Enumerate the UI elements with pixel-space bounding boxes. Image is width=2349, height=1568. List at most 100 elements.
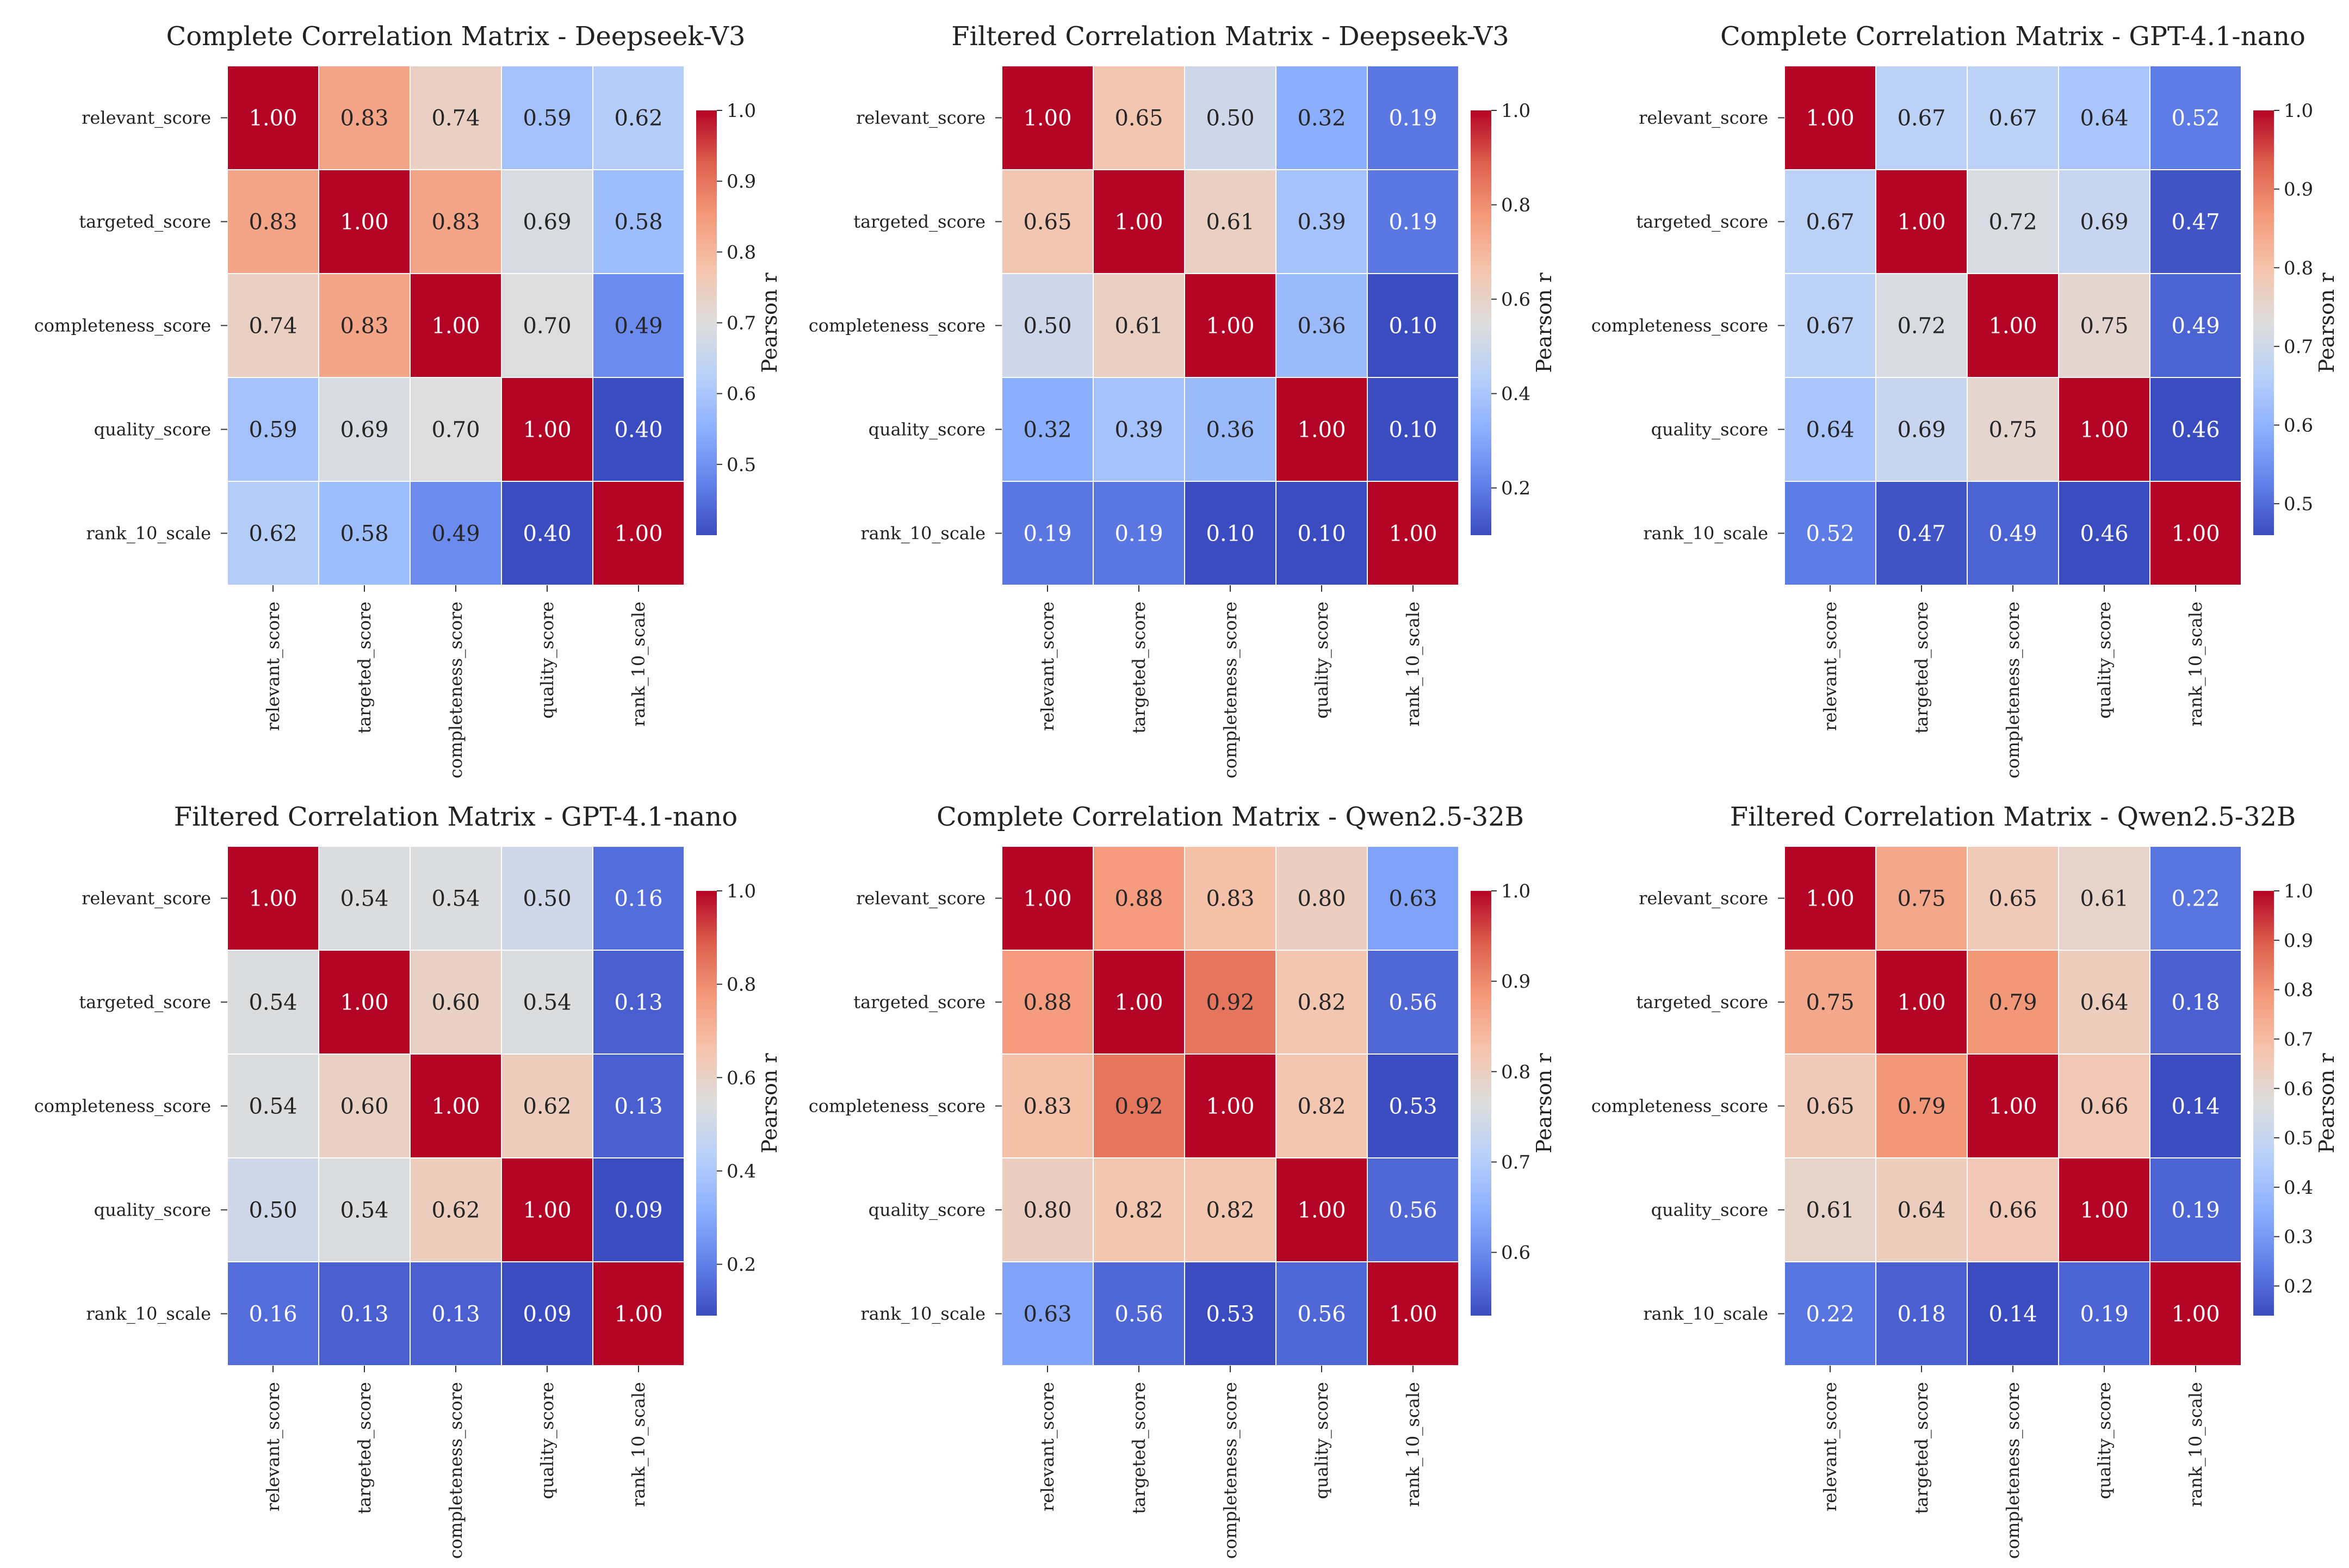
heatmap-cell <box>1275 950 1368 1055</box>
heatmap-cell <box>1784 846 1876 951</box>
heatmap-cell <box>318 1261 411 1366</box>
cell-value-label: 0.19 <box>2080 1302 2128 1327</box>
cell-value-label: 0.92 <box>1206 990 1254 1015</box>
heatmap-cell <box>592 1157 685 1262</box>
cell-value-label: 0.74 <box>431 106 480 131</box>
cell-value-label: 1.00 <box>614 1302 662 1327</box>
cell-value-label: 1.00 <box>1023 887 1071 912</box>
cell-value-label: 0.82 <box>1297 1094 1346 1119</box>
x-tick-label: targeted_score <box>1911 1382 1932 1514</box>
x-tick-label: relevant_score <box>263 602 283 731</box>
cell-value-label: 0.13 <box>614 1094 662 1119</box>
y-tick-label: rank_10_scale <box>86 523 211 544</box>
heatmap-cell <box>1967 846 2059 951</box>
cell-value-label: 0.75 <box>1806 990 1854 1015</box>
cell-value-label: 0.22 <box>2171 887 2220 912</box>
heatmap-cell <box>1184 1157 1276 1262</box>
x-tick-label: rank_10_scale <box>2185 1382 2206 1507</box>
colorbar-tick-label: 0.7 <box>1501 1152 1530 1174</box>
heatmap-panel: Filtered Correlation Matrix - Deepseek-V… <box>809 21 1556 778</box>
cell-value-label: 0.88 <box>1023 990 1071 1015</box>
colorbar-tick-label: 1.0 <box>1501 881 1530 902</box>
cell-value-label: 0.56 <box>1389 990 1437 1015</box>
cell-value-label: 0.61 <box>1114 314 1163 339</box>
heatmap-cell <box>2149 377 2242 482</box>
x-tick-label: quality_score <box>2094 602 2115 718</box>
heatmap-cell <box>2058 1053 2150 1158</box>
chart-title: Filtered Correlation Matrix - GPT-4.1-na… <box>174 802 737 832</box>
heatmap-cell <box>318 377 411 482</box>
heatmap-cell <box>2058 846 2150 951</box>
cell-value-label: 0.54 <box>523 990 571 1015</box>
y-tick-label: quality_score <box>94 419 211 440</box>
cell-value-label: 0.63 <box>1389 887 1437 912</box>
y-tick-label: rank_10_scale <box>860 523 986 544</box>
y-tick-label: quality_score <box>869 1200 986 1220</box>
cell-value-label: 0.72 <box>1988 210 2037 235</box>
heatmap-cell <box>2149 1053 2242 1158</box>
y-tick-label: quality_score <box>1651 419 1768 440</box>
cell-value-label: 1.00 <box>523 418 571 443</box>
y-tick-label: completeness_score <box>34 315 211 336</box>
heatmap-cell <box>501 65 593 170</box>
cell-value-label: 0.18 <box>2171 990 2220 1015</box>
cell-value-label: 0.46 <box>2080 522 2128 547</box>
cell-value-label: 0.75 <box>1897 887 1945 912</box>
cell-value-label: 0.61 <box>1806 1198 1854 1223</box>
x-tick-label: completeness_score <box>1220 1382 1241 1559</box>
cell-value-label: 0.10 <box>1297 522 1346 547</box>
heatmap-cell <box>2149 950 2242 1055</box>
colorbar-tick-label: 1.0 <box>2284 100 2313 122</box>
cell-value-label: 1.00 <box>2171 1302 2220 1327</box>
heatmap-cell <box>227 169 319 274</box>
heatmap-cell <box>1184 377 1276 482</box>
heatmap-cell <box>227 950 319 1055</box>
cell-value-label: 0.83 <box>431 210 480 235</box>
cell-value-label: 1.00 <box>1988 314 2037 339</box>
heatmap-cell <box>1967 481 2059 586</box>
heatmap-cell <box>1275 1157 1368 1262</box>
y-tick-label: targeted_score <box>79 992 211 1013</box>
cell-value-label: 1.00 <box>1023 106 1071 131</box>
cell-value-label: 1.00 <box>2171 522 2220 547</box>
cell-value-label: 0.47 <box>1897 522 1945 547</box>
cell-value-label: 0.56 <box>1297 1302 1346 1327</box>
cell-value-label: 0.32 <box>1297 106 1346 131</box>
heatmap-cell <box>592 846 685 951</box>
cell-value-label: 0.14 <box>1988 1302 2037 1327</box>
y-tick-label: completeness_score <box>809 1096 986 1117</box>
x-tick-label: quality_score <box>2094 1382 2115 1499</box>
x-tick-label: completeness_score <box>445 1382 466 1559</box>
cell-value-label: 0.62 <box>614 106 662 131</box>
heatmap-cell <box>1093 65 1185 170</box>
y-tick-label: targeted_score <box>853 992 986 1013</box>
x-tick-label: quality_score <box>537 1382 557 1499</box>
colorbar-tick-label: 0.6 <box>1501 1242 1530 1264</box>
heatmap-cell <box>2149 1261 2242 1366</box>
heatmap-cell <box>2149 846 2242 951</box>
colorbar-tick-label: 0.5 <box>2284 493 2313 515</box>
cell-value-label: 0.36 <box>1297 314 1346 339</box>
y-tick-label: quality_score <box>869 419 986 440</box>
colorbar-tick-label: 0.5 <box>727 454 756 476</box>
heatmap-cell <box>1184 1053 1276 1158</box>
cell-value-label: 0.79 <box>1897 1094 1945 1119</box>
heatmap-cell <box>1184 950 1276 1055</box>
colorbar-tick-label: 0.2 <box>727 1254 756 1276</box>
cell-value-label: 0.10 <box>1389 314 1437 339</box>
colorbar-tick-label: 1.0 <box>727 100 756 122</box>
cell-value-label: 0.13 <box>340 1302 388 1327</box>
colorbar-tick-label: 0.9 <box>2284 179 2313 201</box>
colorbar-label: Pearson r <box>758 272 782 373</box>
x-tick-label: targeted_score <box>1911 602 1932 734</box>
cell-value-label: 0.54 <box>249 1094 297 1119</box>
cell-value-label: 1.00 <box>523 1198 571 1223</box>
cell-value-label: 0.22 <box>1806 1302 1854 1327</box>
cell-value-label: 0.69 <box>340 418 388 443</box>
cell-value-label: 0.39 <box>1297 210 1346 235</box>
cell-value-label: 0.54 <box>431 887 480 912</box>
heatmap-cell <box>1967 950 2059 1055</box>
cell-value-label: 0.83 <box>340 106 388 131</box>
y-tick-label: rank_10_scale <box>1643 1304 1768 1324</box>
